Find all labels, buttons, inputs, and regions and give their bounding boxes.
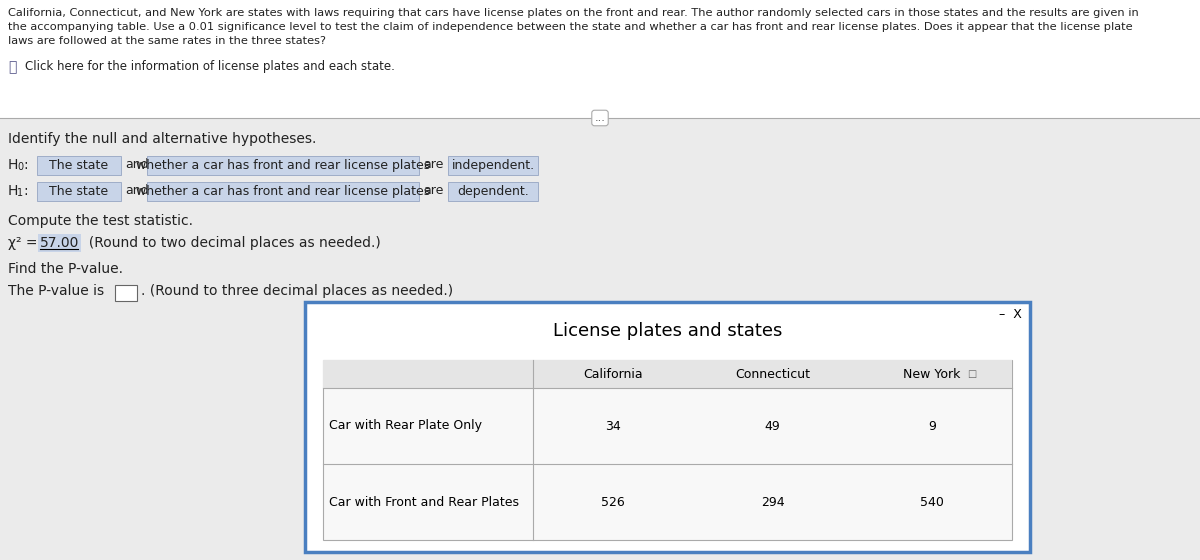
Text: whether a car has front and rear license plates: whether a car has front and rear license… [136, 159, 430, 172]
Text: 57.00: 57.00 [40, 236, 79, 250]
Text: laws are followed at the same rates in the three states?: laws are followed at the same rates in t… [8, 36, 326, 46]
Text: 294: 294 [761, 496, 785, 508]
Text: are: are [424, 184, 443, 197]
Text: dependent.: dependent. [457, 185, 529, 198]
Text: and: and [125, 184, 149, 197]
Text: The P-value is: The P-value is [8, 284, 104, 298]
Text: 34: 34 [605, 419, 620, 432]
Text: 0: 0 [17, 162, 23, 172]
Bar [0, 0, 1200, 118]
Text: California: California [583, 367, 643, 380]
Bar [323, 360, 1012, 388]
Text: H: H [8, 184, 18, 198]
Text: 540: 540 [920, 496, 944, 508]
Text: the accompanying table. Use a 0.01 significance level to test the claim of indep: the accompanying table. Use a 0.01 signi… [8, 22, 1133, 32]
Text: :: : [23, 158, 28, 172]
FancyBboxPatch shape [305, 302, 1030, 552]
FancyBboxPatch shape [37, 156, 121, 175]
Text: Car with Front and Rear Plates: Car with Front and Rear Plates [329, 496, 520, 508]
Text: (Round to two decimal places as needed.): (Round to two decimal places as needed.) [80, 236, 380, 250]
Text: 1: 1 [17, 188, 23, 198]
Text: New York: New York [904, 367, 961, 380]
Text: □: □ [967, 369, 977, 379]
Text: The state: The state [49, 185, 108, 198]
FancyBboxPatch shape [148, 182, 419, 201]
Text: –  X: – X [1000, 307, 1022, 320]
Text: :: : [23, 184, 28, 198]
Text: Click here for the information of license plates and each state.: Click here for the information of licens… [25, 60, 395, 73]
Text: . (Round to three decimal places as needed.): . (Round to three decimal places as need… [142, 284, 454, 298]
Text: whether a car has front and rear license plates: whether a car has front and rear license… [136, 185, 430, 198]
Text: 49: 49 [764, 419, 780, 432]
Text: Find the P-value.: Find the P-value. [8, 262, 124, 276]
Bar [115, 285, 137, 301]
FancyBboxPatch shape [448, 156, 538, 175]
Text: Car with Rear Plate Only: Car with Rear Plate Only [329, 419, 482, 432]
Text: California, Connecticut, and New York are states with laws requiring that cars h: California, Connecticut, and New York ar… [8, 8, 1139, 18]
FancyBboxPatch shape [448, 182, 538, 201]
Text: ⧉: ⧉ [8, 60, 17, 74]
FancyBboxPatch shape [37, 182, 121, 201]
Bar [323, 360, 1012, 540]
Text: Compute the test statistic.: Compute the test statistic. [8, 214, 193, 228]
FancyBboxPatch shape [148, 156, 419, 175]
Text: The state: The state [49, 159, 108, 172]
Text: H: H [8, 158, 18, 172]
Text: and: and [125, 158, 149, 171]
Text: 9: 9 [929, 419, 936, 432]
Text: Identify the null and alternative hypotheses.: Identify the null and alternative hypoth… [8, 132, 317, 146]
Text: ...: ... [594, 113, 606, 123]
Text: 526: 526 [601, 496, 625, 508]
Text: χ² =: χ² = [8, 236, 42, 250]
Text: independent.: independent. [451, 159, 534, 172]
Text: are: are [424, 158, 443, 171]
Text: License plates and states: License plates and states [553, 322, 782, 340]
Text: Connecticut: Connecticut [734, 367, 810, 380]
